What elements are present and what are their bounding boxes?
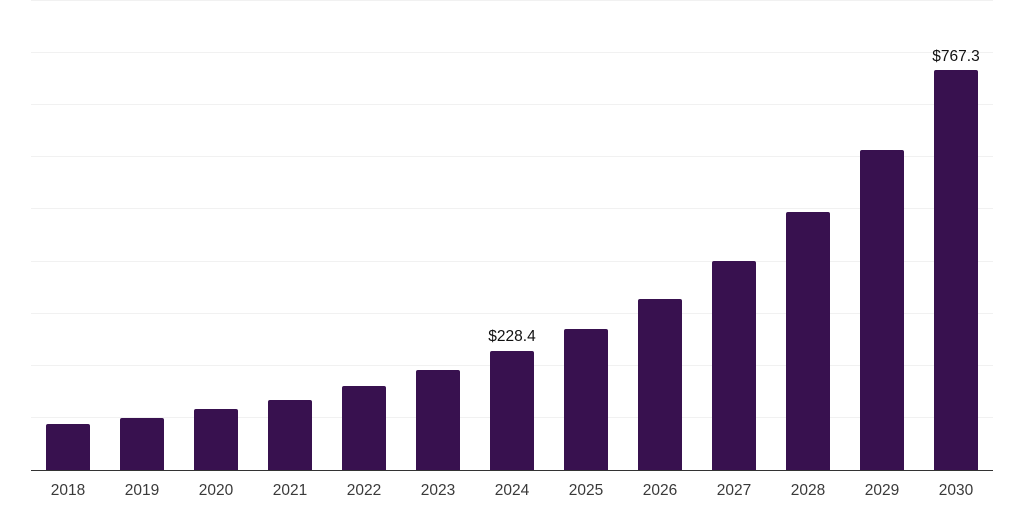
bar-2028[interactable] xyxy=(786,211,830,470)
bar-2025[interactable] xyxy=(564,328,608,470)
gridline xyxy=(31,260,993,262)
gridline xyxy=(31,208,993,210)
bar-2018[interactable] xyxy=(46,424,90,470)
gridline xyxy=(31,52,993,54)
gridline xyxy=(31,104,993,106)
bar-slot: $228.4 xyxy=(475,1,549,470)
x-tick-label: 2026 xyxy=(642,482,678,499)
x-axis-tick-labels: 2018 2019 2020 2021 2022 2023 2024 2025 2026 2027… xyxy=(31,481,993,501)
bar-2029[interactable] xyxy=(860,149,904,470)
bar-value-label: $767.3 xyxy=(932,47,980,65)
gridline xyxy=(31,0,993,1)
x-tick-label: 2019 xyxy=(124,482,160,499)
bar-2019[interactable] xyxy=(120,417,164,470)
x-tick-label: 2030 xyxy=(938,482,974,499)
x-tick-label: 2025 xyxy=(568,482,604,499)
bar-2022[interactable] xyxy=(342,385,386,470)
bar-slot xyxy=(31,1,105,470)
bar-slot xyxy=(845,1,919,470)
bar-slot xyxy=(253,1,327,470)
bar-2023[interactable] xyxy=(416,370,460,470)
bar-slot xyxy=(771,1,845,470)
bar-2027[interactable] xyxy=(712,261,756,470)
gridline xyxy=(31,156,993,158)
x-tick-label: 2029 xyxy=(864,482,900,499)
x-tick-label: 2027 xyxy=(716,482,752,499)
bar-slot: $767.3 xyxy=(919,1,993,470)
bar-value-label: $228.4 xyxy=(488,328,536,346)
bar-2020[interactable] xyxy=(194,409,238,470)
x-tick-label: 2022 xyxy=(346,482,382,499)
bar-2026[interactable] xyxy=(638,298,682,470)
plot-area: $228.4 $767.3 xyxy=(31,0,993,471)
x-axis-line xyxy=(31,469,993,471)
bar-slot xyxy=(401,1,475,470)
x-tick-label: 2018 xyxy=(50,482,86,499)
bar-slot xyxy=(179,1,253,470)
x-tick-label: 2028 xyxy=(790,482,826,499)
bar-slot xyxy=(105,1,179,470)
bar-slot xyxy=(549,1,623,470)
bar-2024[interactable] xyxy=(490,350,534,470)
x-tick-label: 2021 xyxy=(272,482,308,499)
gridline xyxy=(31,312,993,314)
bar-slot xyxy=(327,1,401,470)
x-tick-label: 2023 xyxy=(420,482,456,499)
x-tick-label: 2020 xyxy=(198,482,234,499)
bar-2021[interactable] xyxy=(268,400,312,470)
x-tick-label: 2024 xyxy=(494,482,530,499)
bars-row: $228.4 $767.3 xyxy=(31,1,993,470)
bar-slot xyxy=(623,1,697,470)
bar-2030[interactable] xyxy=(934,70,978,470)
bar-slot xyxy=(697,1,771,470)
